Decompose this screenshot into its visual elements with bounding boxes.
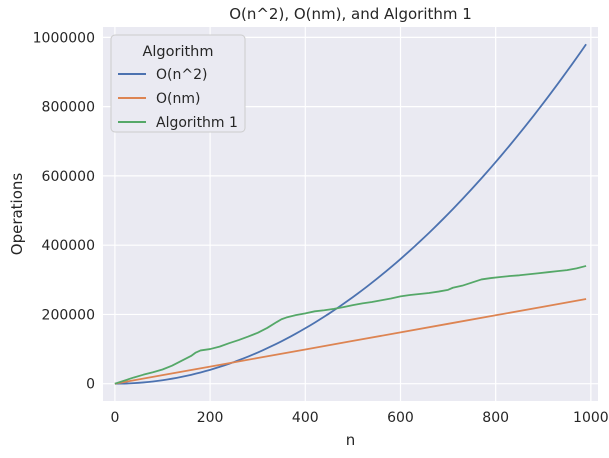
legend-label: Algorithm 1 — [156, 115, 238, 131]
y-tick-label: 1000000 — [33, 30, 95, 46]
x-tick-label: 400 — [292, 410, 319, 426]
y-axis: 0 200000 400000 600000 800000 1000000 — [33, 30, 95, 392]
x-axis: 0 200 400 600 800 1000 — [110, 410, 608, 426]
x-tick-label: 600 — [387, 410, 414, 426]
series-line — [114, 298, 587, 385]
x-tick-label: 800 — [482, 410, 509, 426]
y-tick-label: 0 — [86, 377, 95, 393]
chart-title: O(n^2), O(nm), and Algorithm 1 — [229, 5, 472, 23]
y-axis-title: Operations — [8, 173, 26, 256]
x-axis-title: n — [346, 431, 356, 449]
legend-label: O(n^2) — [156, 67, 207, 83]
series-line — [114, 265, 587, 385]
y-tick-label: 600000 — [42, 169, 95, 185]
series-line — [114, 43, 587, 385]
x-tick-label: 0 — [110, 410, 119, 426]
legend-title: Algorithm — [142, 44, 213, 60]
y-tick-label: 400000 — [42, 238, 95, 254]
legend-items: O(n^2) O(nm) Algorithm 1 — [118, 67, 238, 131]
y-tick-label: 200000 — [42, 307, 95, 323]
legend-box — [110, 34, 246, 133]
x-tick-label: 1000 — [573, 410, 609, 426]
grid — [103, 27, 598, 401]
y-tick-label: 800000 — [42, 100, 95, 116]
x-tick-label: 200 — [197, 410, 224, 426]
series-lines — [114, 43, 587, 385]
legend-label: O(nm) — [156, 91, 200, 107]
legend: Algorithm O(n^2) O(nm) Algorithm 1 — [110, 34, 246, 133]
